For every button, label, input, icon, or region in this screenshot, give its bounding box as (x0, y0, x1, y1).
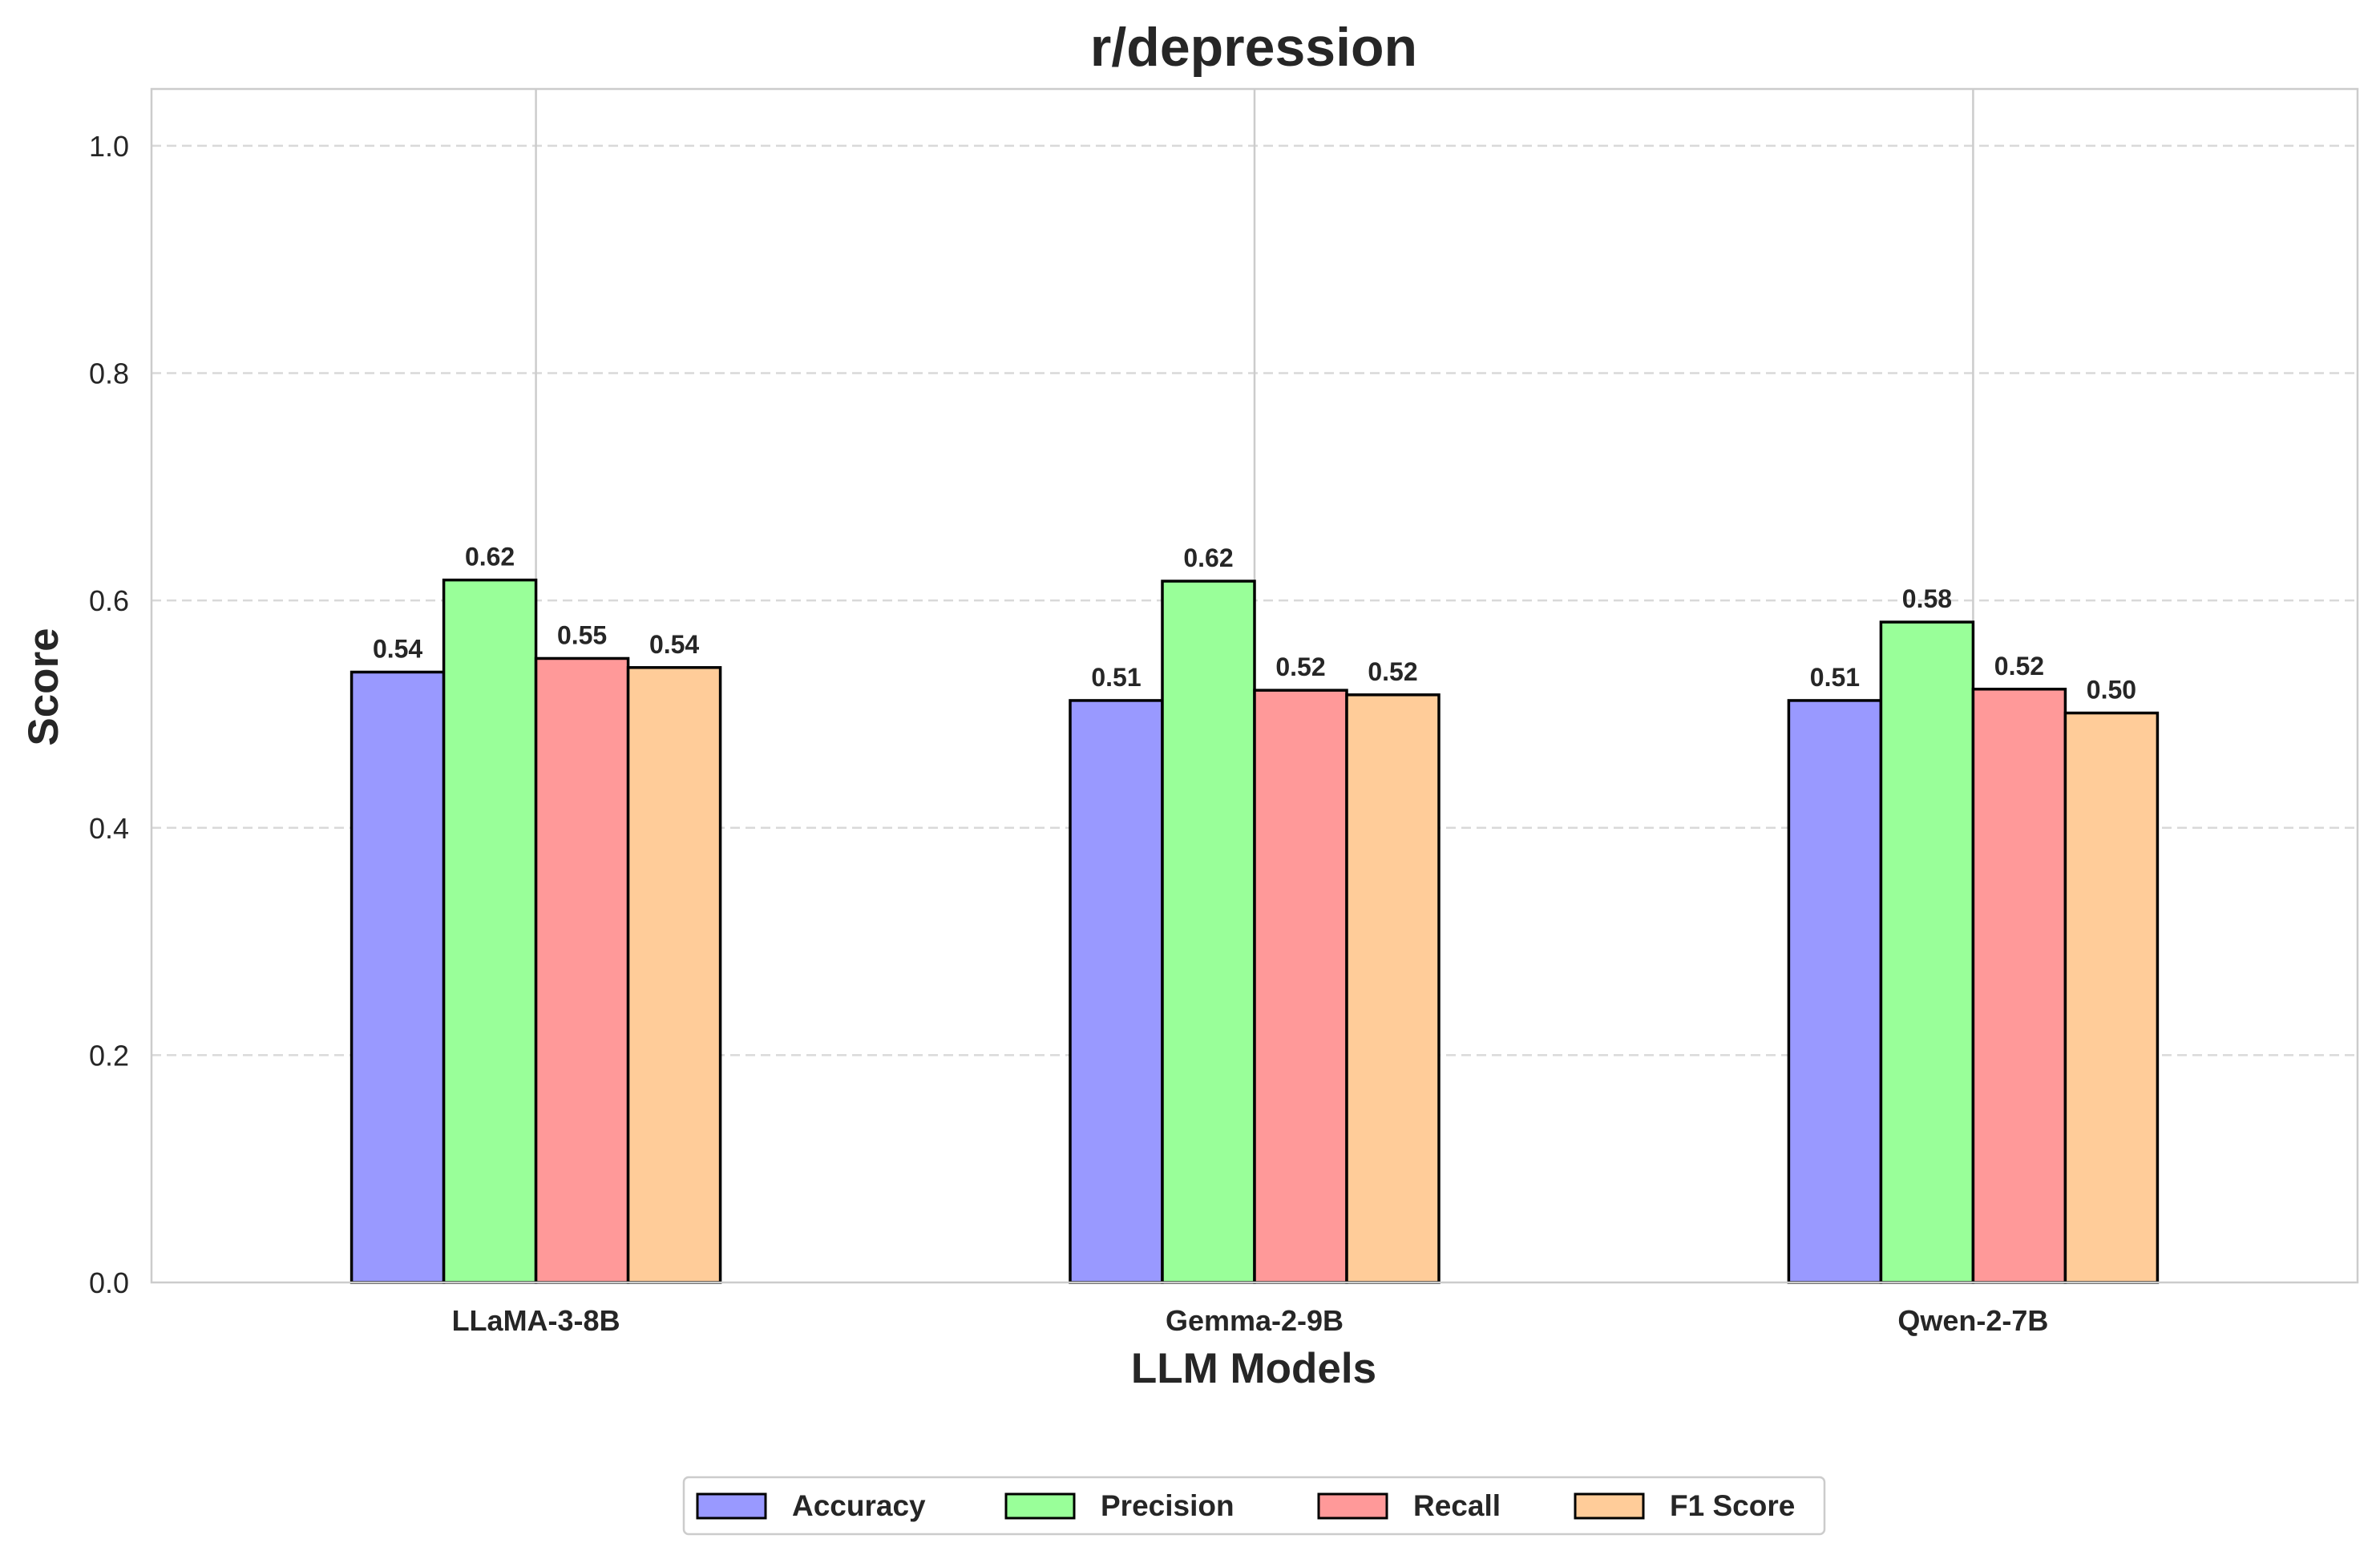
bar-precision (1879, 620, 1975, 1284)
bars-layer (350, 578, 2160, 1284)
bar-precision (1161, 580, 1256, 1284)
legend-label: Precision (1101, 1489, 1234, 1522)
legend-label: Recall (1413, 1489, 1501, 1522)
legend-swatch (1574, 1492, 1645, 1520)
legend-frame (682, 1476, 1826, 1536)
bar-precision (442, 578, 538, 1284)
data-label: 0.55 (557, 620, 607, 649)
y-tick-label: 0.0 (89, 1266, 129, 1299)
bar-recall (534, 656, 630, 1284)
data-label: 0.51 (1091, 663, 1141, 692)
data-labels-layer: 0.54 0.62 0.55 0.54 0.51 0.62 0.52 0.52 0.51 0.58… (373, 543, 2136, 705)
plot-frame (150, 87, 2359, 1284)
data-label: 0.54 (373, 634, 422, 663)
data-label: 0.52 (1368, 657, 1417, 686)
x-tick-label: Qwen-2-7B (1897, 1304, 2048, 1337)
data-label: 0.51 (1810, 663, 1860, 692)
data-label: 0.62 (1183, 543, 1233, 572)
y-ticks-layer: 0.0 0.2 0.4 0.6 0.8 1.0 (89, 130, 129, 1299)
legend-swatch (696, 1492, 767, 1520)
y-tick-label: 1.0 (89, 130, 129, 163)
y-tick-label: 0.6 (89, 584, 129, 617)
legend-label: F1 Score (1670, 1489, 1795, 1522)
data-label: 0.52 (1275, 652, 1325, 681)
data-label: 0.58 (1902, 584, 1952, 613)
y-axis-title: Score (20, 628, 67, 745)
bar-f1-score (626, 666, 722, 1284)
data-label: 0.50 (2087, 676, 2136, 705)
data-label: 0.54 (649, 630, 699, 659)
data-label: 0.52 (1994, 652, 2044, 681)
bar-recall (1253, 689, 1348, 1284)
bar-accuracy (350, 670, 446, 1284)
x-tick-label: Gemma-2-9B (1166, 1304, 1344, 1337)
chart-title: r/depression (1090, 17, 1417, 78)
legend-swatch (1317, 1492, 1388, 1520)
bar-recall (1971, 688, 2067, 1284)
legend-swatch (1004, 1492, 1076, 1520)
legend: Accuracy Precision Recall F1 Score (682, 1476, 1826, 1536)
y-tick-label: 0.4 (89, 812, 129, 845)
bar-accuracy (1787, 699, 1883, 1284)
legend-label: Accuracy (792, 1489, 926, 1522)
bar-accuracy (1069, 699, 1164, 1284)
x-tick-label: LLaMA-3-8B (452, 1304, 620, 1337)
data-label: 0.62 (465, 543, 515, 571)
y-tick-label: 0.8 (89, 357, 129, 390)
bar-f1-score (1345, 693, 1441, 1284)
x-ticks-layer: LLaMA-3-8B Gemma-2-9B Qwen-2-7B (452, 1304, 2049, 1337)
x-axis-title: LLM Models (1131, 1345, 1376, 1392)
bar-f1-score (2063, 711, 2160, 1284)
y-tick-label: 0.2 (89, 1039, 129, 1072)
